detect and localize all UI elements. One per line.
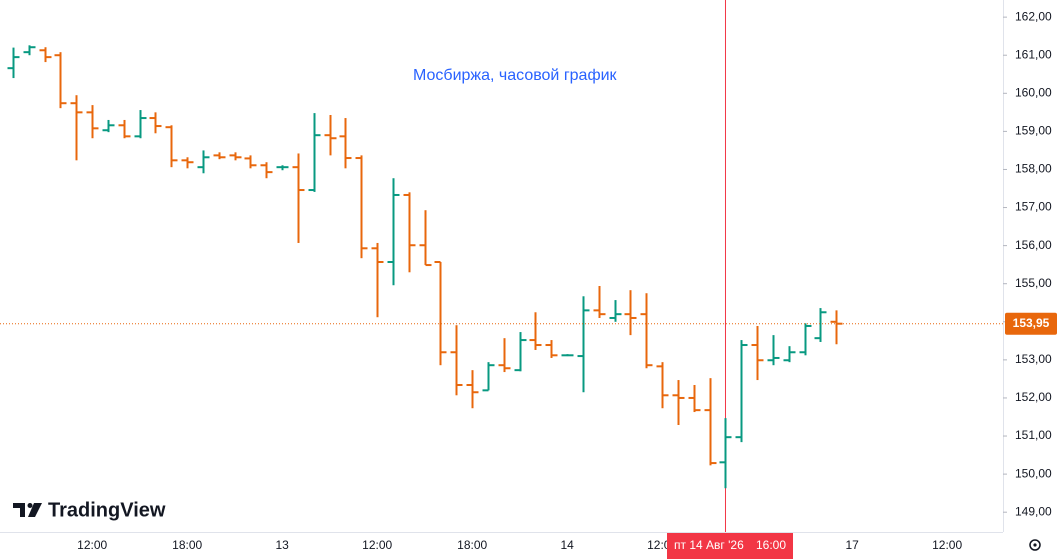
ohlc-bar: [704, 378, 717, 466]
ohlc-bar: [767, 335, 780, 366]
ohlc-bar: [292, 153, 305, 243]
y-tick-label: 156,00: [1015, 238, 1052, 252]
ohlc-bar: [688, 385, 701, 413]
y-tick-label: 149,00: [1015, 504, 1052, 518]
ohlc-bar: [735, 340, 748, 443]
logo-icon: [13, 503, 25, 517]
y-tick-label: 159,00: [1015, 124, 1052, 138]
ohlc-bar: [577, 296, 590, 393]
ohlc-bar: [450, 325, 463, 396]
ohlc-bar: [561, 354, 574, 357]
ohlc-bar: [371, 242, 384, 318]
ohlc-bar: [102, 119, 115, 133]
settings-icon-dot[interactable]: [1033, 543, 1037, 547]
ohlc-bar: [355, 155, 368, 259]
ohlc-bar: [276, 165, 289, 171]
ohlc-bar: [672, 380, 685, 425]
crosshair-box: [667, 533, 793, 559]
y-tick-label: 150,00: [1015, 466, 1052, 480]
ohlc-bar: [466, 370, 479, 409]
x-tick-label: 12:00: [77, 538, 107, 552]
ohlc-bar: [609, 300, 622, 322]
y-tick-label: 155,00: [1015, 276, 1052, 290]
annotation: Мосбиржа, часовой график: [413, 67, 618, 84]
ohlc-bar: [799, 323, 812, 356]
ohlc-bar: [719, 418, 732, 489]
x-tick-label: 17: [845, 538, 859, 552]
last-price-label: 153,95: [1013, 316, 1050, 330]
y-tick-label: 151,00: [1015, 428, 1052, 442]
ohlc-bar: [482, 362, 495, 392]
y-tick-label: 160,00: [1015, 85, 1052, 99]
ohlc-bar: [23, 45, 36, 56]
x-tick-label: 13: [275, 538, 289, 552]
settings-icon[interactable]: [1029, 539, 1041, 551]
x-tick-label: 18:00: [172, 538, 202, 552]
ohlc-bar: [498, 338, 511, 373]
x-tick-label: 14: [560, 538, 574, 552]
y-tick-label: 153,00: [1015, 352, 1052, 366]
ohlc-bar: [7, 47, 20, 79]
ohlc-bar: [529, 312, 542, 350]
y-tick-label: 152,00: [1015, 390, 1052, 404]
crosshair-time: 16:00: [756, 538, 786, 552]
y-tick-label: 162,00: [1015, 9, 1052, 23]
ohlc-bar: [751, 325, 764, 381]
ohlc-bar: [640, 293, 653, 369]
ohlc-bar: [165, 125, 178, 168]
ohlc-bar: [403, 192, 416, 273]
y-tick-label: 157,00: [1015, 200, 1052, 214]
ohlc-bar: [339, 118, 352, 169]
ohlc-bar: [545, 340, 558, 358]
ohlc-bar: [118, 119, 131, 139]
brand-logo: TradingView: [13, 499, 166, 521]
ohlc-bar: [197, 150, 210, 174]
ohlc-bar: [181, 157, 194, 169]
logo-icon: [27, 503, 33, 508]
settings-icon-ring[interactable]: [1029, 539, 1041, 551]
ohlc-bar: [244, 155, 257, 169]
ohlc-bar: [593, 285, 606, 318]
ohlc-bar: [213, 152, 226, 160]
y-tick-label: 161,00: [1015, 47, 1052, 61]
ohlc-bar: [387, 178, 400, 286]
x-tick-label: 12:00: [932, 538, 962, 552]
logo-icon: [28, 503, 42, 517]
ohlc-bar: [624, 290, 637, 336]
ohlc-bar: [54, 52, 67, 109]
ohlc-bar: [324, 115, 337, 156]
ohlc-bar: [260, 162, 273, 179]
plot: [7, 0, 843, 532]
ohlc-bar: [134, 110, 147, 139]
x-tick-label: 18:00: [457, 538, 487, 552]
ohlc-bar: [39, 47, 52, 63]
crosshair-date: пт 14 Авг '26: [674, 538, 744, 552]
ohlc-bar: [656, 362, 669, 409]
ohlc-bar: [783, 346, 796, 363]
last-price-box: [1005, 312, 1057, 335]
y-tick-label: 158,00: [1015, 162, 1052, 176]
ohlc-bar: [308, 113, 321, 192]
ohlc-bar: [419, 210, 432, 267]
ohlc-bar: [229, 152, 242, 161]
ohlc-bar: [814, 308, 827, 342]
ohlc-bar: [434, 261, 447, 366]
ohlc-bar: [514, 332, 527, 372]
ohlc-bar: [70, 95, 83, 161]
ohlc-bar: [86, 105, 99, 139]
brand: TradingView: [48, 499, 166, 521]
x-tick-label: 12:00: [362, 538, 392, 552]
ohlc-bar: [149, 112, 162, 134]
